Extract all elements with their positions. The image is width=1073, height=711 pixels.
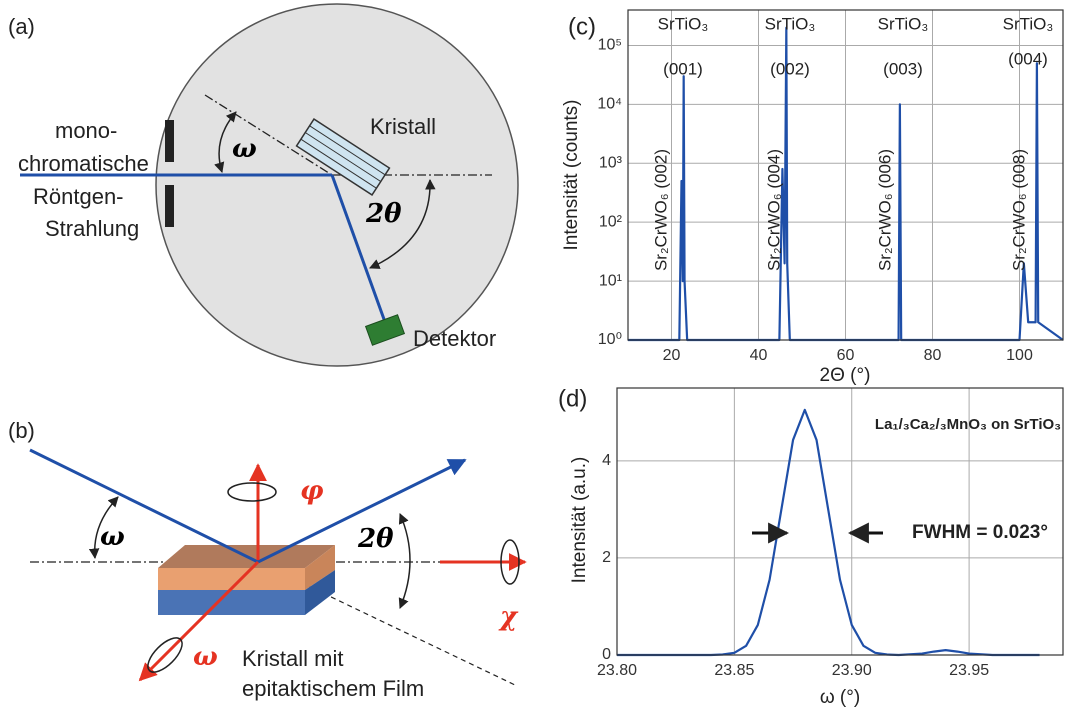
panel-label: (c): [568, 13, 596, 40]
panel-label: (a): [8, 14, 35, 39]
x-tick-label: 80: [924, 347, 942, 364]
source-label: mono-: [55, 118, 117, 143]
crystal-label: Kristall: [370, 114, 436, 139]
annotation: SrTiO₃: [1003, 14, 1054, 33]
x-tick-label: 23.95: [949, 662, 989, 679]
x-tick-label: 60: [837, 347, 855, 364]
annotation: La₁/₃Ca₂/₃MnO₃ on SrTiO₃: [875, 416, 1061, 433]
y-axis-label: Intensität (a.u.): [569, 457, 590, 584]
y-tick-label: 10³: [599, 154, 623, 171]
slit: [165, 185, 174, 227]
y-tick-label: 10⁰: [598, 331, 622, 348]
two-theta-label: 2θ: [365, 199, 402, 229]
x-axis-label: ω (°): [820, 687, 860, 708]
panel-label: (b): [8, 418, 35, 443]
annotation: SrTiO₃: [658, 14, 709, 33]
annotation: Sr₂CrWO₆ (004): [764, 149, 783, 271]
x-tick-label: 23.85: [714, 662, 754, 679]
y-tick-label: 2: [602, 549, 611, 566]
omega-label: ω: [100, 522, 125, 552]
chi-label: χ: [498, 602, 519, 632]
y-tick-label: 10²: [599, 213, 623, 230]
annotation: (004): [1008, 49, 1048, 68]
annotation: SrTiO₃: [765, 14, 816, 33]
x-tick-label: 20: [663, 347, 681, 364]
phi-label: φ: [300, 476, 324, 506]
y-tick-label: 10⁵: [598, 37, 622, 54]
two-theta-label: 2θ: [357, 524, 394, 554]
x-axis-label: 2Θ (°): [820, 365, 871, 386]
diagram-b: (b) φ ω 2θ χ ω Kristall mit epitaktische…: [8, 418, 525, 701]
source-label: Strahlung: [45, 216, 139, 241]
y-tick-label: 4: [602, 452, 611, 469]
annotation: Sr₂CrWO₆ (002): [651, 149, 670, 271]
annotation: FWHM = 0.023°: [912, 522, 1048, 543]
annotation: (002): [770, 59, 810, 78]
detector-label: Detektor: [413, 326, 496, 351]
sample-label: Kristall mit: [242, 646, 343, 671]
x-tick-label: 23.80: [597, 662, 637, 679]
annotation: (003): [883, 59, 923, 78]
two-theta-arc: [400, 514, 410, 608]
y-tick-label: 0: [602, 646, 611, 663]
source-label: Röntgen-: [33, 184, 124, 209]
y-tick-label: 10¹: [599, 272, 622, 289]
source-label: chromatische: [18, 151, 149, 176]
omega-label: ω: [232, 134, 257, 164]
x-tick-label: 100: [1006, 347, 1033, 364]
annotation: Sr₂CrWO₆ (008): [1009, 149, 1028, 271]
substrate-front: [158, 590, 305, 615]
annotation: (001): [663, 59, 703, 78]
panel-label: (d): [558, 385, 587, 412]
diagram-a: (a) mono- chromatische Röntgen- Strahlun…: [8, 4, 518, 366]
x-tick-label: 23.90: [832, 662, 872, 679]
incident-beam: [30, 450, 258, 562]
slit: [165, 120, 174, 162]
annotation: Sr₂CrWO₆ (006): [875, 149, 894, 271]
omega-rot-label: ω: [193, 642, 218, 672]
y-tick-label: 10⁴: [597, 96, 622, 113]
x-tick-label: 40: [750, 347, 768, 364]
annotation: SrTiO₃: [878, 14, 929, 33]
sample-label: epitaktischem Film: [242, 676, 424, 701]
phi-rotation: [228, 483, 276, 501]
y-axis-label: Intensität (counts): [561, 99, 582, 250]
figure: (a) mono- chromatische Röntgen- Strahlun…: [0, 0, 1073, 711]
